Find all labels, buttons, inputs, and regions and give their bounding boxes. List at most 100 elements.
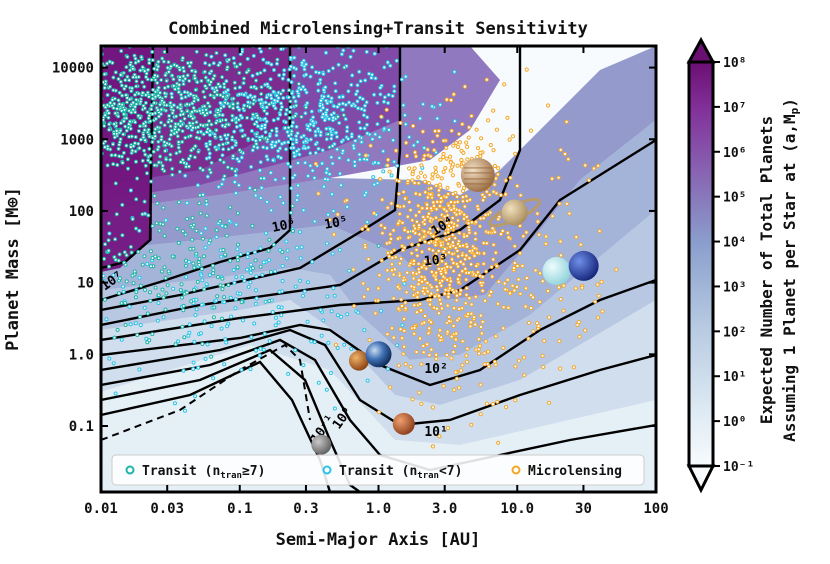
transit-bright-point [154,221,159,226]
microlensing-point [530,295,536,300]
transit-faint-point [362,328,367,333]
microlensing-point [429,285,434,290]
transit-bright-point [178,288,183,293]
transit-bright-point [210,263,215,268]
transit-faint-point [298,256,303,261]
y-tick-label-4: 1000 [60,132,94,148]
transit-faint-point [276,148,281,153]
microlensing-point [496,217,501,222]
transit-bright-point [169,64,173,69]
transit-faint-point [209,324,214,329]
transit-bright-point [116,77,121,81]
transit-bright-point [232,61,237,66]
transit-faint-point [312,219,317,224]
transit-bright-point [149,264,153,269]
transit-bright-point [106,221,111,226]
microlensing-point [457,385,462,390]
transit-faint-point [296,161,300,165]
transit-bright-point [326,132,331,137]
transit-faint-point [250,73,255,78]
microlensing-point [454,212,459,217]
microlensing-point [529,305,534,311]
transit-bright-point [166,69,171,74]
microlensing-point [464,353,469,358]
transit-bright-point [145,171,149,176]
microlensing-point [483,212,488,218]
transit-bright-point [236,242,240,247]
transit-bright-point [137,146,142,151]
microlensing-point [422,239,428,244]
transit-faint-point [290,91,294,96]
transit-faint-point [411,143,416,148]
transit-bright-point [119,83,124,88]
transit-bright-point [185,216,190,221]
transit-bright-point [149,103,154,108]
transit-bright-point [150,140,155,144]
microlensing-point [545,288,551,294]
transit-bright-point [144,75,149,79]
transit-bright-point [127,134,132,139]
microlensing-point [465,157,470,162]
transit-bright-point [152,100,157,105]
transit-faint-point [353,138,358,143]
transit-bright-point [164,78,169,83]
microlensing-point [418,170,424,175]
transit-bright-point [138,314,142,319]
microlensing-point [481,261,486,266]
transit-faint-point [203,356,208,361]
transit-faint-point [268,93,273,98]
microlensing-point [546,103,551,108]
transit-faint-point [231,56,236,61]
transit-faint-point [322,118,327,123]
transit-faint-point [313,129,318,134]
transit-faint-point [299,87,303,92]
transit-bright-point [209,160,214,165]
transit-faint-point [227,219,232,223]
microlensing-point [421,285,426,291]
microlensing-point [501,345,506,350]
transit-faint-point [310,260,315,264]
transit-faint-point [394,58,399,63]
transit-bright-point [245,115,250,120]
transit-faint-point [347,268,352,273]
transit-faint-point [335,346,340,350]
transit-bright-point [109,153,114,158]
transit-faint-point [191,367,196,371]
transit-bright-point [178,123,183,128]
transit-bright-point [117,154,122,159]
transit-faint-point [121,284,125,289]
microlensing-point [425,147,430,152]
microlensing-point [418,308,423,313]
transit-bright-point [204,213,209,218]
transit-bright-point [192,99,197,104]
transit-bright-point [223,100,228,105]
microlensing-point [506,305,511,310]
transit-faint-point [312,340,317,345]
microlensing-point [434,237,439,242]
microlensing-point [512,244,517,249]
microlensing-point [451,224,456,229]
transit-bright-point [286,125,291,130]
transit-faint-point [268,77,273,82]
microlensing-point [558,297,563,302]
transit-bright-point [131,100,136,105]
transit-bright-point [197,108,202,113]
transit-faint-point [194,307,199,312]
transit-faint-point [288,164,293,169]
transit-bright-point [162,233,167,238]
transit-bright-point [102,256,107,261]
transit-faint-point [313,133,318,138]
transit-bright-point [188,154,193,158]
microlensing-point [455,264,461,269]
transit-bright-point [115,327,120,332]
microlensing-point [442,214,447,219]
transit-faint-point [161,315,166,320]
microlensing-point [409,242,414,247]
transit-faint-point [386,92,391,97]
transit-bright-point [193,69,198,74]
microlensing-point [445,329,450,334]
microlensing-point [397,179,402,184]
transit-faint-point [204,282,209,287]
transit-faint-point [392,159,397,164]
transit-faint-point [280,279,285,283]
